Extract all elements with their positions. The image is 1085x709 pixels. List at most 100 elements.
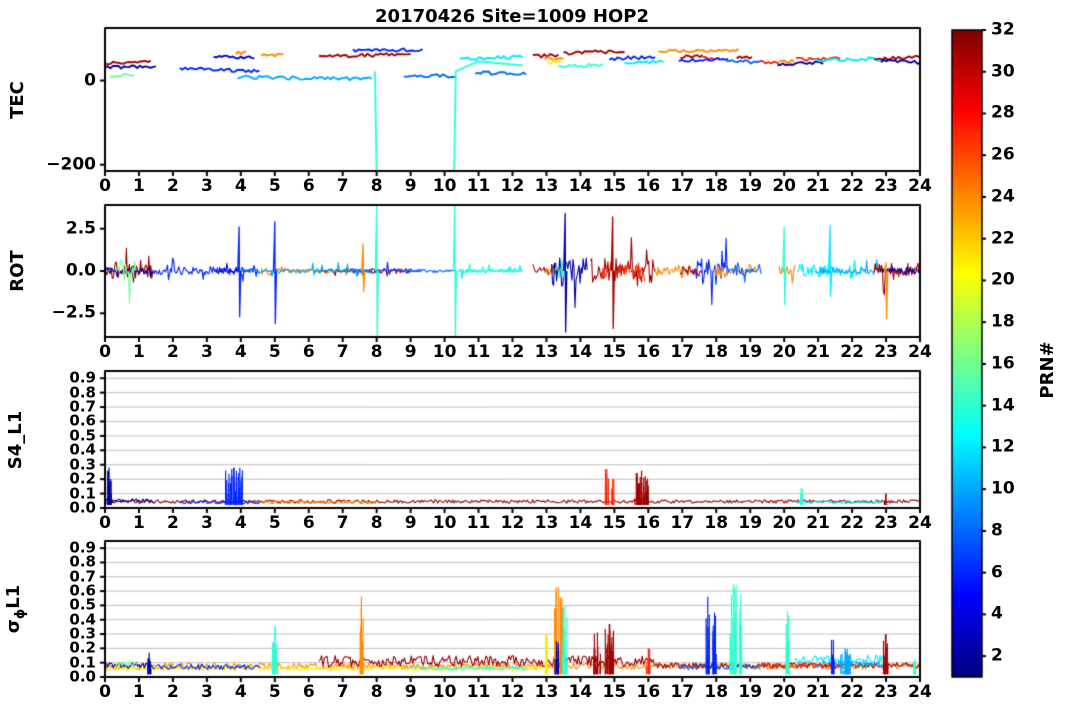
x-tick-label: 13: [534, 342, 559, 362]
x-tick-label: 2: [166, 682, 179, 702]
y-tick-label: 0.1: [69, 484, 96, 503]
x-tick-label: 1: [133, 513, 145, 533]
x-tick-label: 21: [806, 176, 830, 196]
x-tick-label: 7: [336, 176, 349, 196]
x-tick-label: 5: [268, 342, 281, 362]
x-tick-label: 3: [200, 176, 213, 196]
x-tick-label: 13: [534, 682, 559, 702]
x-tick-label: 15: [602, 513, 627, 533]
x-tick-label: 19: [738, 342, 763, 362]
x-tick-label: 2: [166, 176, 179, 196]
rot-axis-label: ROT: [7, 250, 28, 292]
x-tick-label: 8: [370, 176, 383, 196]
x-tick-label: 5: [268, 682, 281, 702]
colorbar-tick-label: 4: [991, 603, 1003, 624]
x-tick-label: 22: [840, 513, 864, 533]
x-tick-label: 3: [200, 342, 213, 362]
x-tick-label: 2: [166, 513, 179, 533]
x-tick-label: 8: [370, 682, 383, 702]
x-tick-label: 23: [874, 682, 898, 702]
x-tick-label: 2: [166, 342, 179, 362]
x-tick-label: 23: [874, 513, 898, 533]
x-tick-label: 6: [302, 342, 315, 362]
colorbar-tick-label: 16: [991, 353, 1015, 374]
x-tick-label: 24: [908, 342, 932, 362]
y-tick-label: 0.8: [69, 552, 96, 571]
x-tick-label: 0: [99, 176, 111, 196]
x-tick-label: 10: [432, 176, 457, 196]
y-tick-label: 0.0: [69, 498, 96, 517]
x-tick-label: 11: [466, 342, 491, 362]
x-tick-label: 19: [738, 513, 763, 533]
x-tick-label: 11: [466, 513, 491, 533]
x-tick-label: 8: [370, 342, 383, 362]
colorbar-tick-label: 20: [991, 269, 1015, 290]
x-tick-label: 14: [568, 513, 593, 533]
colorbar-tick-label: 28: [991, 102, 1015, 123]
x-tick-label: 22: [840, 176, 864, 196]
tec-axis-label: TEC: [7, 81, 28, 119]
x-tick-label: 20: [772, 342, 796, 362]
colorbar-tick-label: 10: [991, 478, 1015, 499]
x-tick-label: 16: [636, 342, 661, 362]
colorbar-tick-label: 32: [991, 19, 1015, 40]
x-tick-label: 23: [874, 342, 898, 362]
x-tick-label: 7: [336, 513, 349, 533]
x-tick-label: 20: [772, 682, 796, 702]
x-tick-label: 21: [806, 682, 830, 702]
y-tick-label: 0.5: [69, 595, 96, 614]
x-tick-label: 14: [568, 682, 593, 702]
y-tick-label: 0.9: [69, 368, 96, 387]
x-tick-label: 9: [404, 176, 417, 196]
x-tick-label: 11: [466, 682, 491, 702]
x-tick-label: 4: [234, 176, 247, 196]
y-tick-label: 0.8: [69, 383, 96, 402]
y-tick-label: 0.6: [69, 411, 96, 430]
x-tick-label: 21: [806, 513, 830, 533]
colorbar-tick-label: 8: [991, 520, 1003, 541]
y-tick-label: 0.1: [69, 653, 96, 672]
x-tick-label: 0: [99, 342, 111, 362]
colorbar-tick-label: 2: [991, 645, 1003, 666]
x-tick-label: 24: [908, 682, 932, 702]
x-tick-label: 14: [568, 176, 593, 196]
x-tick-label: 3: [200, 513, 213, 533]
x-tick-label: 9: [404, 513, 417, 533]
x-tick-label: 20: [772, 513, 796, 533]
x-tick-label: 12: [500, 176, 525, 196]
y-tick-label: 0: [84, 70, 96, 91]
y-tick-label: 0.0: [69, 667, 96, 686]
x-tick-label: 24: [908, 513, 932, 533]
y-tick-label: 0.6: [69, 581, 96, 600]
x-tick-label: 7: [336, 682, 349, 702]
colorbar-tick-label: 24: [991, 186, 1015, 207]
x-tick-label: 17: [670, 513, 695, 533]
chart-title: 20170426 Site=1009 HOP2: [375, 6, 649, 27]
x-tick-label: 12: [500, 682, 525, 702]
x-tick-label: 17: [670, 342, 695, 362]
x-tick-label: 16: [636, 513, 661, 533]
x-tick-label: 17: [670, 176, 695, 196]
x-tick-label: 18: [704, 342, 729, 362]
y-tick-label: 0.0: [65, 260, 96, 281]
x-tick-label: 17: [670, 682, 695, 702]
x-tick-label: 14: [568, 342, 593, 362]
x-tick-label: 6: [302, 176, 315, 196]
s4-l1-axis-label: S4_L1: [5, 410, 26, 470]
x-tick-label: 15: [602, 682, 627, 702]
y-tick-label: 0.9: [69, 538, 96, 557]
y-tick-label: −200: [46, 154, 96, 175]
colorbar-tick-label: 12: [991, 436, 1015, 457]
x-tick-label: 18: [704, 176, 729, 196]
x-tick-label: 22: [840, 342, 864, 362]
x-tick-label: 1: [133, 342, 145, 362]
phi-subscript: ϕ: [12, 608, 28, 620]
x-tick-label: 19: [738, 682, 763, 702]
x-tick-label: 9: [404, 682, 417, 702]
x-tick-label: 20: [772, 176, 796, 196]
y-tick-label: 0.7: [69, 567, 96, 586]
x-tick-label: 12: [500, 342, 525, 362]
x-tick-label: 13: [534, 176, 559, 196]
x-tick-label: 7: [336, 342, 349, 362]
x-tick-label: 3: [200, 682, 213, 702]
